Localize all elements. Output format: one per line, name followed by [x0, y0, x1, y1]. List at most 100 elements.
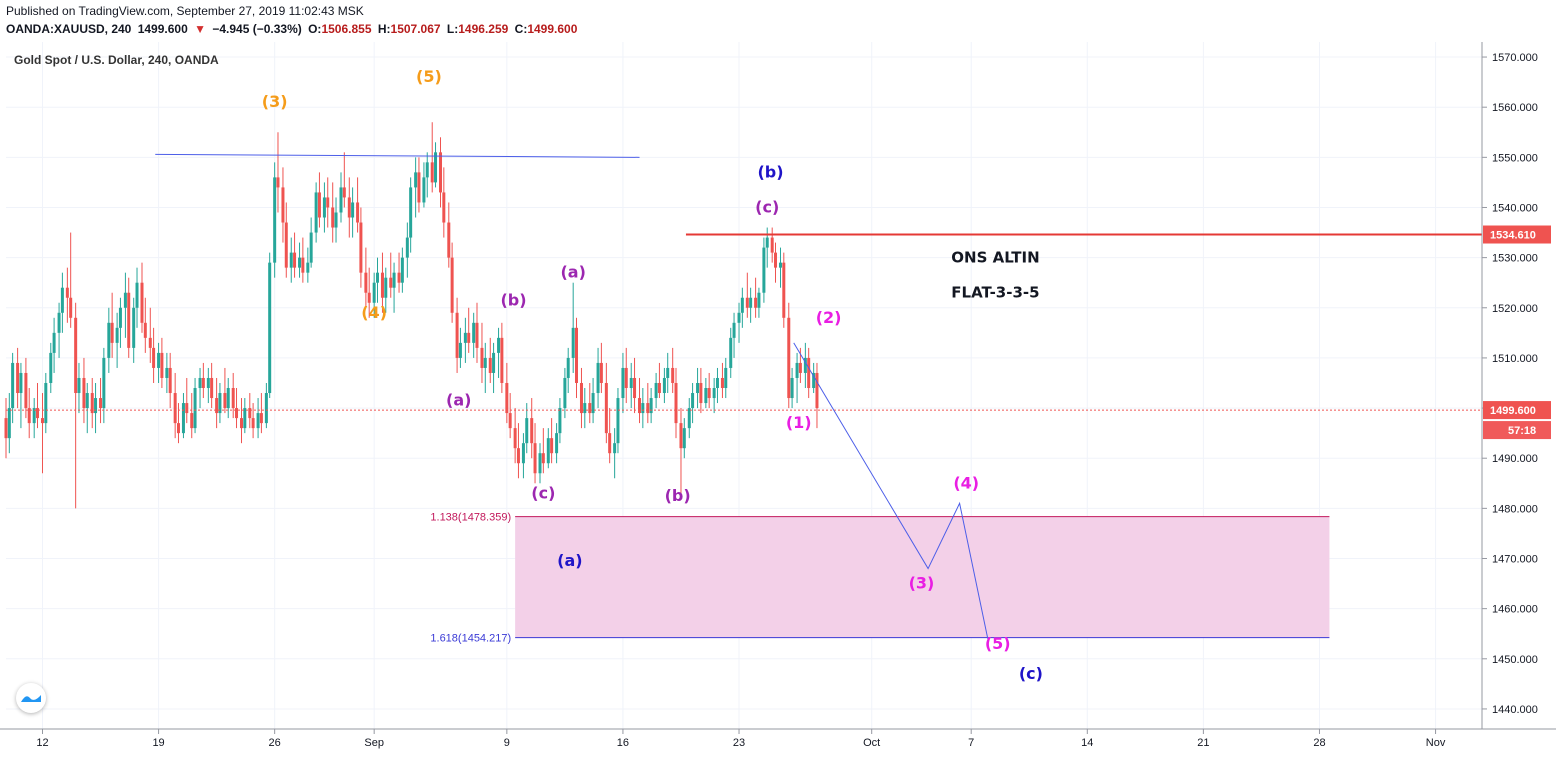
candle-body — [641, 403, 645, 414]
candle-body — [148, 337, 152, 348]
candle-body — [492, 352, 496, 373]
price-tick-label: 1540.000 — [1492, 202, 1538, 214]
candle-body — [550, 438, 554, 454]
symbol-label[interactable]: OANDA:XAUUSD, 240 — [6, 22, 132, 36]
candle-body — [599, 362, 603, 383]
candle-body — [633, 377, 637, 399]
price-tick-label: 1470.000 — [1492, 554, 1538, 566]
candle-body — [27, 408, 31, 424]
candle-body — [115, 327, 119, 343]
candle-body — [190, 413, 194, 429]
candle-body — [173, 393, 177, 424]
candle-body — [488, 357, 492, 373]
candle-body — [712, 388, 716, 399]
candle-body — [82, 377, 86, 409]
price-tick-label: 1460.000 — [1492, 604, 1538, 616]
candle-body — [754, 297, 758, 308]
time-tick-label: 28 — [1313, 737, 1325, 749]
candle-body — [638, 398, 642, 414]
candle-body — [434, 152, 438, 183]
candle-body — [289, 252, 293, 268]
candle-body — [405, 237, 409, 258]
candle-body — [400, 257, 404, 283]
open-label: O: — [308, 22, 322, 36]
candle-body — [720, 377, 724, 389]
candle-body — [682, 428, 686, 449]
wave-label: (5) — [985, 634, 1011, 653]
candle-body — [447, 222, 451, 258]
candle-body — [364, 272, 368, 293]
candle-body — [259, 413, 263, 424]
wave-label: (c) — [1019, 664, 1043, 683]
candle-body — [795, 362, 799, 378]
candle-body — [231, 388, 235, 409]
time-tick-label: 23 — [733, 737, 745, 749]
candle-body — [201, 377, 205, 389]
candle-body — [273, 177, 277, 263]
candle-body — [555, 433, 559, 454]
candle-body — [774, 252, 778, 268]
candle-body — [152, 347, 156, 368]
candle-body — [458, 342, 462, 358]
candle-body — [284, 222, 288, 268]
candle-body — [206, 377, 210, 389]
candle-body — [649, 398, 653, 414]
candle-body — [198, 377, 202, 389]
candle-body — [624, 367, 628, 389]
wave-label: (3) — [909, 574, 935, 593]
price-chart[interactable]: 1.138(1478.359) 1.618(1454.217) (3) (5) (4)… — [0, 42, 1556, 761]
candle-body — [521, 443, 525, 464]
price-tick-label: 1480.000 — [1492, 503, 1538, 515]
candle-body — [790, 377, 794, 399]
candle-body — [563, 377, 567, 409]
candle-body — [331, 207, 335, 228]
candle-body — [463, 332, 467, 343]
tradingview-logo-glyph — [21, 695, 41, 702]
candle-body — [185, 403, 189, 414]
candle-body — [621, 367, 625, 399]
wave-label: (4) — [953, 473, 979, 492]
candle-body — [347, 197, 351, 218]
candle-body — [662, 377, 666, 394]
down-arrow-icon: ▼ — [194, 22, 206, 36]
candle-body — [757, 292, 761, 308]
wave-label: (4) — [361, 303, 387, 322]
candle-body — [604, 382, 608, 434]
candle-body — [803, 357, 807, 373]
candle-body — [425, 162, 429, 178]
wave-label: (b) — [665, 486, 691, 505]
candle-body — [613, 443, 617, 454]
candle-body — [235, 408, 239, 419]
time-tick-label: Oct — [863, 737, 880, 749]
candle-body — [372, 282, 376, 303]
candle-body — [384, 277, 388, 298]
price-tick-label: 1570.000 — [1492, 52, 1538, 64]
candle-body — [596, 362, 600, 394]
candle-body — [770, 237, 774, 253]
time-tick-label: Nov — [1426, 737, 1446, 749]
candle-body — [409, 187, 413, 238]
time-axis[interactable]: 12 19 26 Sep 9 16 23 Oct 7 14 21 28 Nov — [36, 729, 1446, 749]
time-tick-label: 16 — [617, 737, 629, 749]
candle-body — [77, 377, 81, 394]
candle-body — [157, 352, 161, 368]
high-value: 1507.067 — [390, 22, 441, 36]
candle-body — [60, 287, 64, 313]
candle-body — [181, 403, 185, 434]
candle-body — [588, 403, 592, 414]
candle-body — [298, 257, 302, 268]
chart-axes — [0, 42, 1556, 730]
tradingview-logo-icon[interactable] — [16, 683, 46, 713]
candle-body — [309, 232, 313, 263]
candle-body — [513, 428, 517, 449]
last-price-tag: 1499.600 — [1490, 405, 1536, 417]
candle-body — [815, 372, 819, 409]
candle-body — [657, 382, 661, 394]
candle-body — [218, 393, 222, 414]
candle-body — [118, 307, 122, 328]
fib-level-label: 1.618(1454.217) — [430, 633, 511, 645]
candle-body — [74, 317, 78, 394]
candle-body — [251, 418, 255, 429]
time-tick-label: 26 — [269, 737, 281, 749]
chart-background — [0, 42, 1556, 761]
